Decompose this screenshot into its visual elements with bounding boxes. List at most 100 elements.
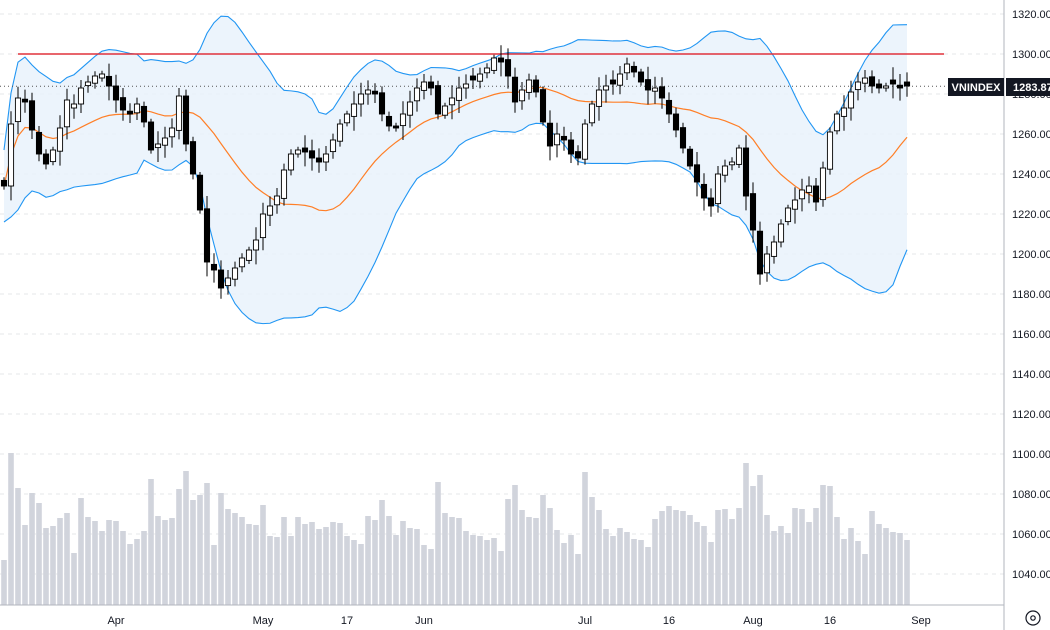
volume-bar (372, 520, 378, 605)
candle-body (448, 97, 456, 106)
volume-bar (176, 489, 182, 605)
volume-bar (428, 549, 434, 605)
volume-bar (204, 483, 210, 605)
moving-average (0, 85, 1004, 212)
candle-body (686, 148, 694, 167)
y-tick-label: 1300.00 (1012, 49, 1050, 61)
candle-body (217, 269, 225, 289)
y-tick-label: 1260.00 (1012, 129, 1050, 141)
candle-body (14, 97, 22, 123)
candle-body (490, 57, 498, 71)
candle-body (777, 223, 785, 243)
volume-bar (78, 498, 84, 605)
x-tick-label: 16 (824, 615, 836, 627)
volume-bar (799, 509, 805, 605)
candle-body (385, 115, 393, 127)
candle-body (455, 87, 463, 101)
volume-bar (141, 531, 147, 605)
candle-body (210, 263, 218, 271)
candle-body (98, 73, 106, 79)
volume-bar (386, 516, 392, 605)
volume-bar (148, 479, 154, 605)
volume-bar (687, 515, 693, 605)
x-tick-label: Aug (743, 615, 763, 627)
candle-body (294, 149, 302, 155)
x-tick-label: 16 (663, 615, 675, 627)
x-tick-label: Apr (107, 615, 124, 627)
volume-bar (64, 513, 70, 605)
volume-bar (260, 505, 266, 605)
volume-bar (197, 495, 203, 605)
candle-body (168, 127, 176, 138)
volume-bar (120, 531, 126, 605)
volume-bar (421, 545, 427, 605)
y-tick-label: 1120.00 (1012, 409, 1050, 421)
volume-bar (337, 523, 343, 605)
candle-body (784, 207, 792, 223)
candle-body (721, 165, 729, 176)
candle-body (476, 73, 484, 82)
candle-body (497, 57, 505, 63)
volume-bar (603, 529, 609, 605)
volume-bar (596, 510, 602, 605)
candle-body (420, 81, 428, 91)
volume-bar (729, 519, 735, 605)
volume-bar (841, 539, 847, 605)
gear-icon[interactable] (1025, 610, 1041, 626)
volume-bar (526, 517, 532, 605)
candle-body (616, 73, 624, 86)
volume-bar (540, 495, 546, 605)
candle-body (700, 183, 708, 199)
candle-body (56, 127, 64, 152)
candle-body (336, 123, 344, 142)
gear-hub (1030, 615, 1036, 621)
volume-bar (379, 500, 385, 605)
volume-bar (127, 544, 133, 605)
candle-body (245, 249, 253, 261)
volume-bar (232, 513, 238, 605)
volume-bar (547, 508, 553, 605)
y-tick-label: 1320.00 (1012, 9, 1050, 21)
candle-body (903, 81, 911, 87)
volume-bar (561, 543, 567, 605)
candle-body (546, 122, 554, 147)
volume-bar (225, 509, 231, 605)
volume-bar (435, 482, 441, 605)
volume-bar (57, 518, 63, 605)
candles (0, 45, 911, 299)
volume-bar (302, 524, 308, 605)
candle-body (329, 139, 337, 153)
candle-body (504, 59, 512, 77)
settings-button[interactable] (1025, 610, 1041, 626)
candle-body (203, 208, 211, 263)
volume-bar (764, 515, 770, 605)
volume-bar (624, 532, 630, 605)
candle-body (308, 150, 316, 159)
candle-body (672, 113, 680, 131)
volume-bar (169, 518, 175, 605)
candle-body (434, 85, 442, 115)
volume-bar (393, 535, 399, 605)
candle-body (812, 185, 820, 203)
candle-body (609, 79, 617, 85)
candle-body (77, 87, 85, 105)
bollinger-bands (3, 15, 908, 325)
volume-bar (281, 517, 287, 605)
candle-body (882, 85, 890, 89)
volume-bar (883, 528, 889, 605)
volume-bar (890, 532, 896, 605)
volume-bar (848, 528, 854, 605)
volume-bar (631, 539, 637, 605)
candle-body (63, 99, 71, 128)
candle-body (427, 81, 435, 89)
volume-bar (491, 538, 497, 605)
candle-body (553, 133, 561, 146)
volume-bar (330, 522, 336, 605)
candle-body (518, 89, 526, 102)
volume-bar (715, 510, 721, 605)
band-fill (4, 16, 907, 324)
volume-bar (407, 528, 413, 605)
volume-bar (498, 551, 504, 605)
candle-body (280, 169, 288, 199)
y-tick-label: 1060.00 (1012, 529, 1050, 541)
